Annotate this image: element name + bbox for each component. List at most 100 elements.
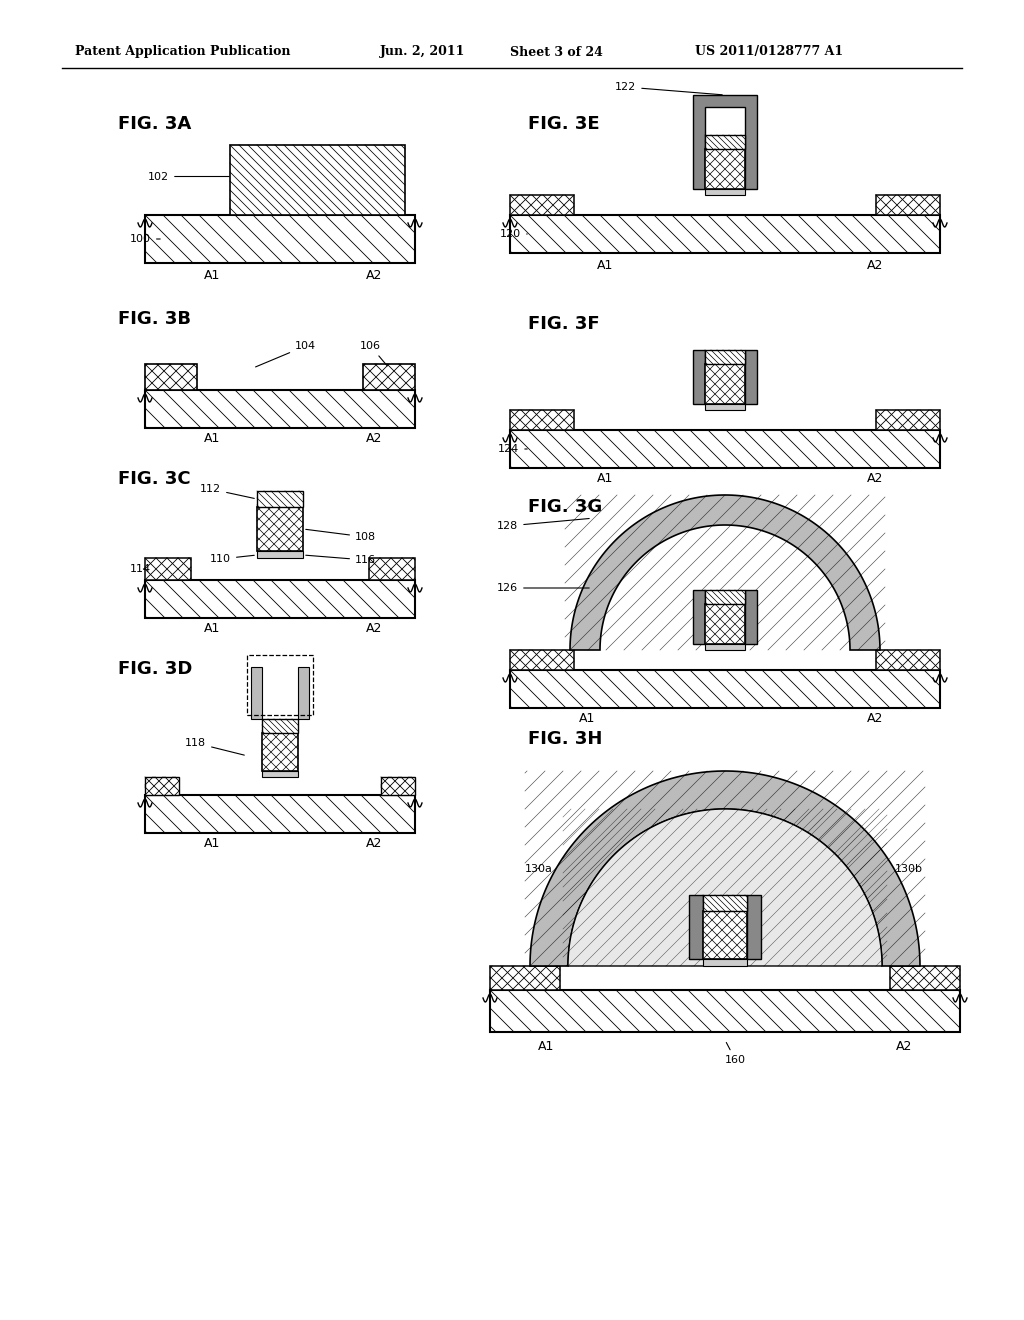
Bar bbox=[510, 671, 940, 708]
Text: 122: 122 bbox=[615, 82, 722, 95]
Bar bbox=[262, 733, 298, 771]
Bar bbox=[705, 364, 745, 404]
Text: 114: 114 bbox=[130, 564, 152, 574]
Bar bbox=[145, 795, 415, 833]
Text: A2: A2 bbox=[867, 711, 884, 725]
Bar bbox=[369, 558, 415, 579]
Text: FIG. 3F: FIG. 3F bbox=[528, 315, 600, 333]
Bar bbox=[705, 605, 745, 644]
Text: 106: 106 bbox=[360, 341, 387, 366]
Text: FIG. 3B: FIG. 3B bbox=[118, 310, 191, 327]
Text: 120: 120 bbox=[500, 228, 527, 239]
Polygon shape bbox=[570, 495, 880, 649]
Text: FIG. 3H: FIG. 3H bbox=[528, 730, 602, 748]
Bar bbox=[890, 966, 961, 990]
Bar bbox=[298, 667, 309, 719]
Text: A1: A1 bbox=[539, 1040, 555, 1053]
Bar bbox=[705, 350, 745, 364]
Bar bbox=[247, 655, 313, 715]
Bar bbox=[145, 364, 197, 389]
Bar bbox=[693, 590, 705, 644]
Bar bbox=[145, 558, 191, 579]
Bar bbox=[876, 649, 940, 671]
Text: 128: 128 bbox=[497, 519, 589, 531]
Bar bbox=[705, 135, 745, 149]
Bar bbox=[257, 491, 303, 507]
Text: 124: 124 bbox=[498, 444, 527, 454]
Bar bbox=[703, 911, 746, 960]
Polygon shape bbox=[568, 809, 882, 966]
Text: US 2011/0128777 A1: US 2011/0128777 A1 bbox=[695, 45, 843, 58]
Bar bbox=[262, 771, 298, 777]
Bar bbox=[746, 895, 761, 960]
Bar bbox=[745, 350, 757, 404]
Bar bbox=[705, 590, 745, 605]
Bar bbox=[693, 350, 705, 404]
Text: 116: 116 bbox=[306, 554, 376, 565]
Text: A1: A1 bbox=[596, 473, 612, 484]
Bar bbox=[876, 195, 940, 215]
Text: A1: A1 bbox=[596, 259, 612, 272]
Polygon shape bbox=[693, 95, 757, 189]
Bar bbox=[257, 507, 303, 550]
Bar bbox=[705, 404, 745, 411]
Text: A1: A1 bbox=[580, 711, 596, 725]
Text: 110: 110 bbox=[210, 554, 254, 564]
Polygon shape bbox=[530, 771, 920, 966]
Text: FIG. 3G: FIG. 3G bbox=[528, 498, 602, 516]
Bar bbox=[145, 389, 415, 428]
Text: FIG. 3D: FIG. 3D bbox=[118, 660, 193, 678]
Text: A2: A2 bbox=[867, 259, 884, 272]
Bar bbox=[145, 215, 415, 263]
Text: A2: A2 bbox=[367, 837, 383, 850]
Text: A2: A2 bbox=[367, 432, 383, 445]
Text: A1: A1 bbox=[205, 269, 221, 282]
Text: 118: 118 bbox=[185, 738, 245, 755]
Bar bbox=[490, 966, 560, 990]
Text: A2: A2 bbox=[895, 1040, 911, 1053]
Text: A1: A1 bbox=[205, 432, 221, 445]
Text: Patent Application Publication: Patent Application Publication bbox=[75, 45, 291, 58]
Text: 100: 100 bbox=[130, 234, 160, 244]
Text: 130b: 130b bbox=[895, 863, 923, 874]
Bar bbox=[510, 430, 940, 469]
Bar bbox=[689, 895, 703, 960]
Text: 108: 108 bbox=[306, 529, 376, 543]
Bar bbox=[705, 149, 745, 189]
Text: 160: 160 bbox=[725, 1043, 746, 1065]
Bar bbox=[230, 145, 406, 215]
Bar bbox=[510, 215, 940, 253]
Text: A1: A1 bbox=[205, 837, 221, 850]
Text: 126: 126 bbox=[497, 583, 589, 593]
Text: Sheet 3 of 24: Sheet 3 of 24 bbox=[510, 45, 603, 58]
Bar bbox=[251, 667, 262, 719]
Bar bbox=[705, 189, 745, 195]
Bar bbox=[703, 960, 746, 966]
Text: 112: 112 bbox=[200, 484, 254, 499]
Bar bbox=[705, 644, 745, 649]
Bar bbox=[703, 895, 746, 911]
Bar bbox=[876, 411, 940, 430]
Bar bbox=[257, 550, 303, 558]
Bar bbox=[745, 590, 757, 644]
Text: FIG. 3E: FIG. 3E bbox=[528, 115, 600, 133]
Bar bbox=[510, 649, 574, 671]
Text: A2: A2 bbox=[367, 269, 383, 282]
Text: FIG. 3C: FIG. 3C bbox=[118, 470, 190, 488]
Bar bbox=[381, 777, 415, 795]
Bar bbox=[362, 364, 415, 389]
Text: A2: A2 bbox=[867, 473, 884, 484]
Text: 130a: 130a bbox=[525, 863, 553, 874]
Bar bbox=[510, 195, 574, 215]
Text: 102: 102 bbox=[148, 172, 229, 181]
Bar bbox=[262, 719, 298, 733]
Text: Jun. 2, 2011: Jun. 2, 2011 bbox=[380, 45, 465, 58]
Text: 104: 104 bbox=[256, 341, 316, 367]
Bar bbox=[145, 777, 179, 795]
Text: A2: A2 bbox=[367, 622, 383, 635]
Text: FIG. 3A: FIG. 3A bbox=[118, 115, 191, 133]
Bar bbox=[490, 990, 961, 1032]
Bar bbox=[145, 579, 415, 618]
Text: A1: A1 bbox=[205, 622, 221, 635]
Bar bbox=[510, 411, 574, 430]
